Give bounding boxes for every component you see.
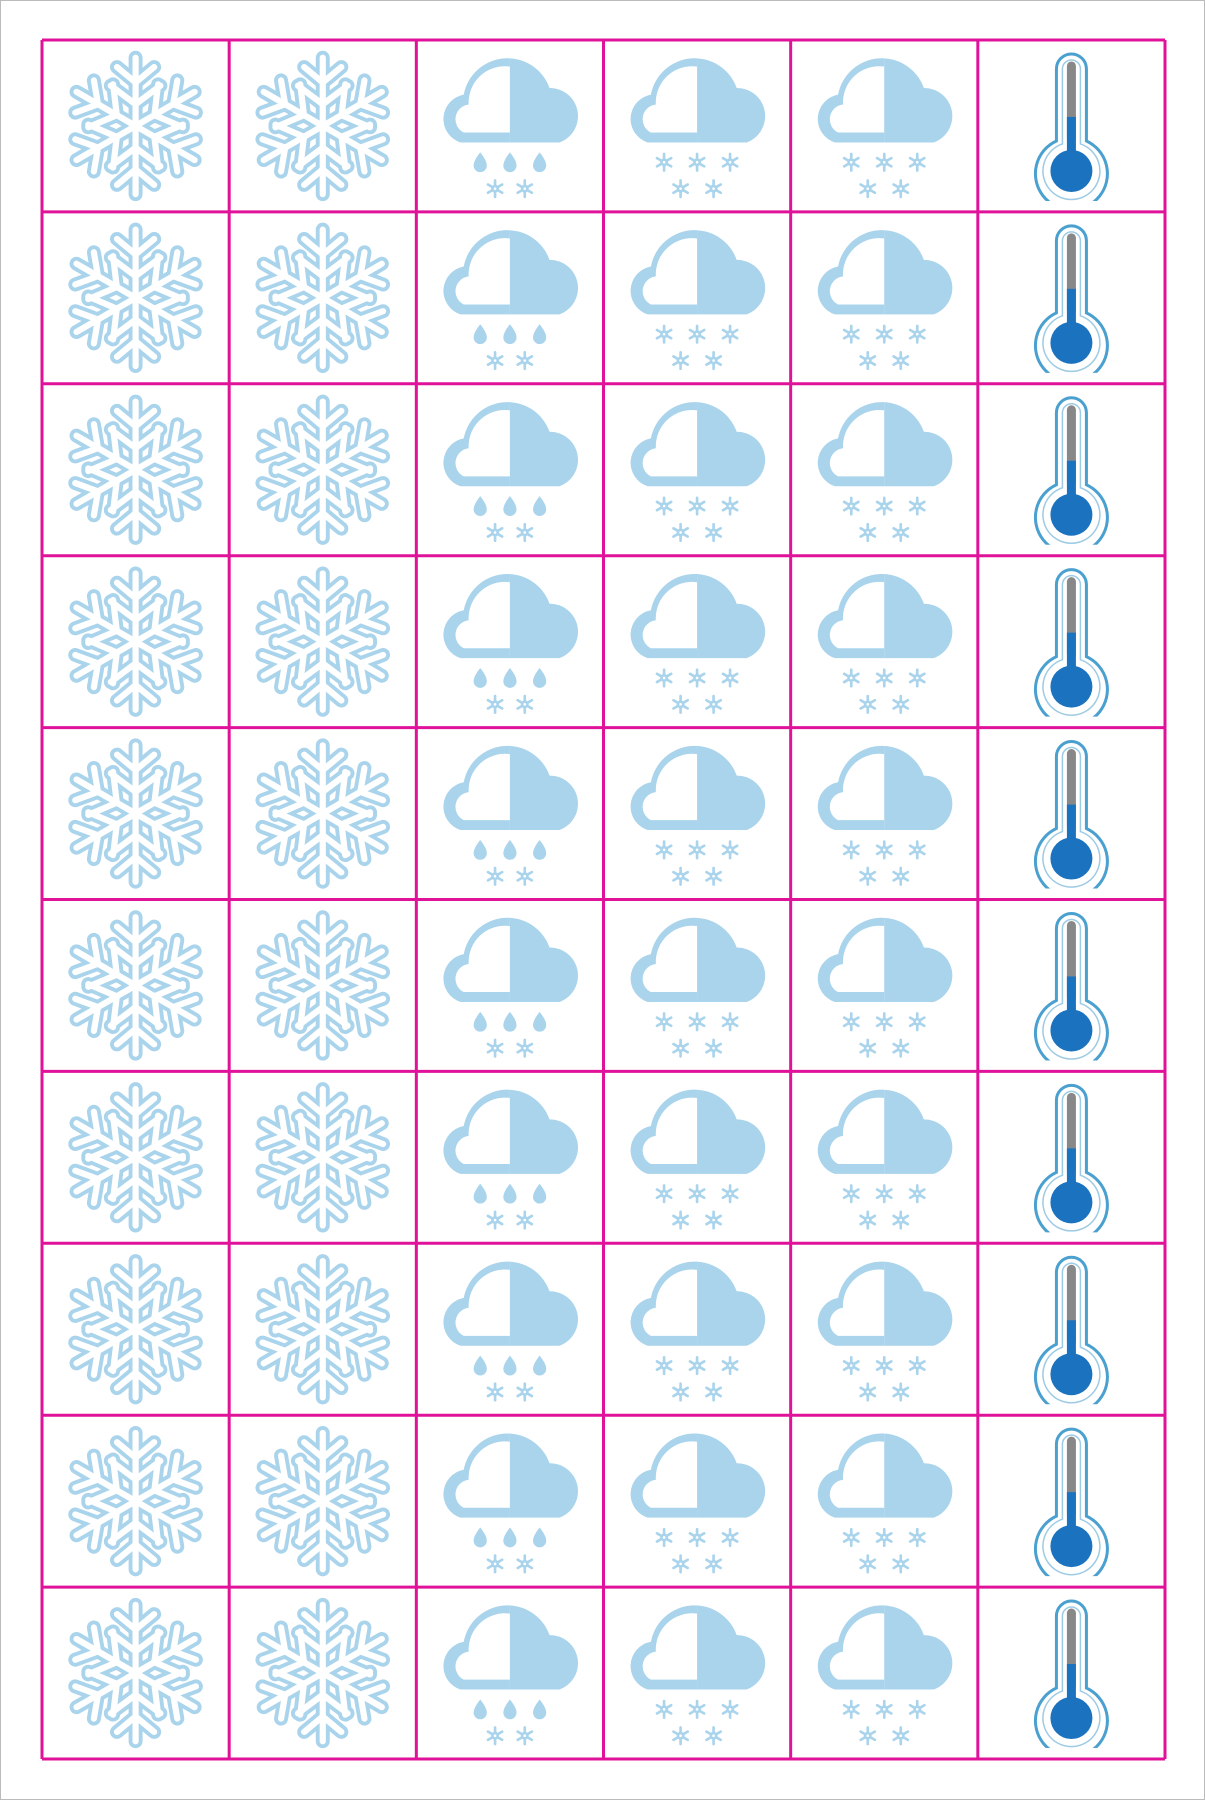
grid-lines — [40, 38, 1167, 1761]
